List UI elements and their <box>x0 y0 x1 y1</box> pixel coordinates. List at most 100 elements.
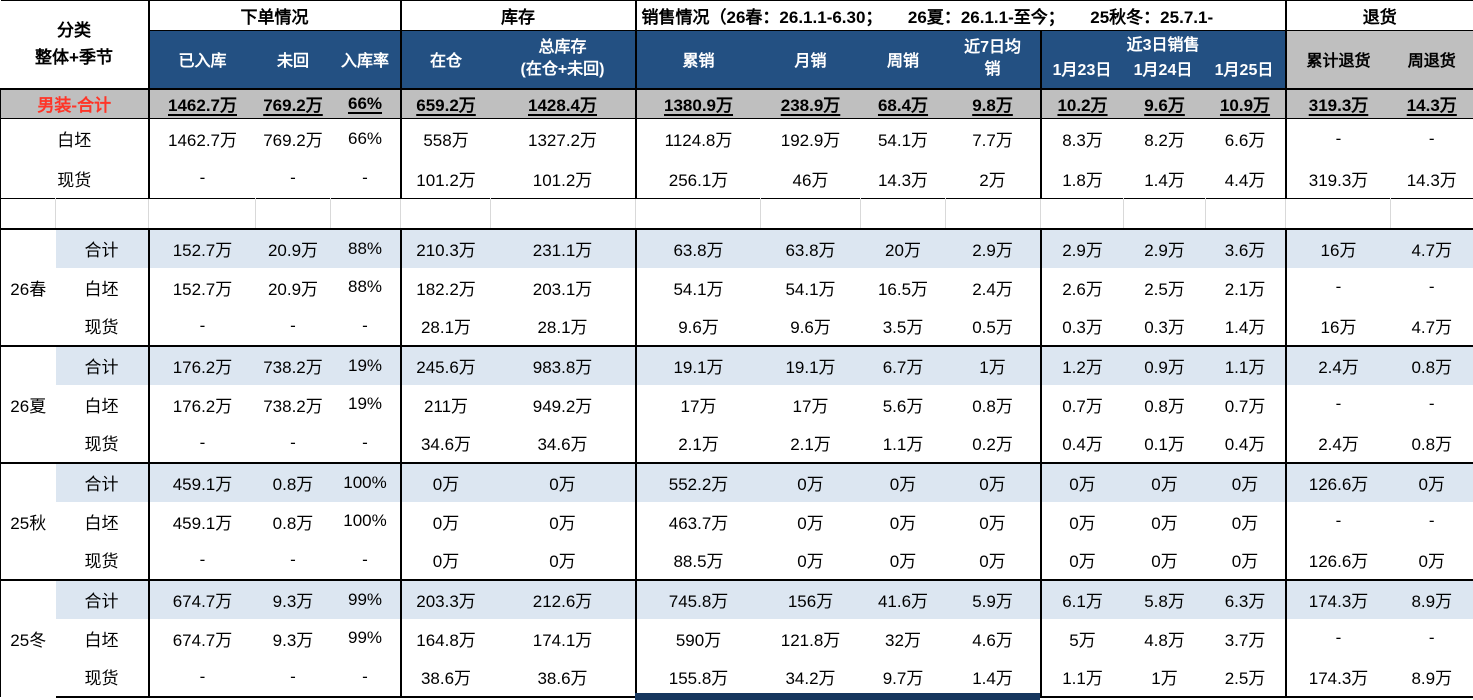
data-cell[interactable]: 19.1万 <box>634 344 761 385</box>
data-cell[interactable]: 34.2万 <box>760 657 861 698</box>
row-label-cell[interactable]: 白坯 <box>55 501 149 541</box>
separator-cell[interactable] <box>490 198 637 230</box>
data-cell[interactable]: 54.1万 <box>860 118 946 159</box>
data-cell[interactable]: 2.4万 <box>1284 344 1391 385</box>
separator-cell[interactable] <box>148 198 256 230</box>
data-cell[interactable]: 0万 <box>760 540 861 580</box>
data-cell[interactable]: - <box>1284 384 1391 424</box>
data-cell[interactable]: 28.1万 <box>399 306 491 346</box>
data-cell[interactable]: 459.1万 <box>147 501 256 541</box>
row-label-cell[interactable]: 现货 <box>55 306 149 346</box>
separator-cell[interactable] <box>1040 198 1125 230</box>
separator-cell[interactable] <box>55 198 149 230</box>
col-header-monthly-sales[interactable]: 月销 <box>760 30 861 90</box>
data-cell[interactable]: 5万 <box>1039 618 1124 658</box>
col-header-cumulative-sales[interactable]: 累销 <box>634 30 761 90</box>
separator-cell[interactable] <box>945 198 1042 230</box>
separator-cell[interactable] <box>635 198 762 230</box>
data-cell[interactable]: 4.6万 <box>945 618 1041 658</box>
data-cell[interactable]: 155.8万 <box>634 657 761 698</box>
category-header[interactable]: 分类 整体+季节 <box>0 0 150 89</box>
data-cell[interactable]: 0万 <box>860 540 946 580</box>
data-cell[interactable]: 1.1万 <box>860 423 946 463</box>
data-cell[interactable]: 9.8万 <box>945 87 1041 119</box>
table-row[interactable]: 25秋 合计 459.1万 0.8万 100% 0万 0万 552.2万 0万 0万 0万 0万 0万 0… <box>0 461 1473 580</box>
col-header-recent3-group[interactable]: 近3日销售 1月23日 1月24日 1月25日 <box>1039 30 1286 90</box>
data-cell[interactable]: 19% <box>330 344 401 385</box>
data-cell[interactable]: 101.2万 <box>399 158 491 199</box>
data-cell[interactable]: 245.6万 <box>399 344 491 385</box>
data-cell[interactable]: 0.4万 <box>1039 423 1124 463</box>
data-cell[interactable]: 63.8万 <box>634 227 761 268</box>
data-cell[interactable]: 0万 <box>490 501 636 541</box>
data-cell[interactable]: 176.2万 <box>147 384 256 424</box>
data-cell[interactable]: - <box>330 540 401 580</box>
data-cell[interactable]: 126.6万 <box>1284 461 1391 502</box>
data-cell[interactable]: 99% <box>330 618 401 658</box>
separator-cell[interactable] <box>0 198 56 230</box>
data-cell[interactable]: 46万 <box>760 158 861 199</box>
data-cell[interactable]: 66% <box>330 87 401 119</box>
data-cell[interactable]: 0万 <box>1205 540 1286 580</box>
data-cell[interactable]: 674.7万 <box>147 618 256 658</box>
data-cell[interactable]: 203.1万 <box>490 267 636 307</box>
separator-cell[interactable] <box>330 198 402 230</box>
data-cell[interactable]: 983.8万 <box>490 344 636 385</box>
table-row[interactable]: 现货 - - -0万 0万 88.5万 0万 0万 0万 0万 0万 0万 126.6万 0万 <box>1 540 1473 580</box>
col-header-total-stock[interactable]: 总库存 (在仓+未回) <box>490 30 636 90</box>
col-header-receive-rate[interactable]: 入库率 <box>330 30 401 90</box>
data-cell[interactable]: - <box>147 158 256 199</box>
table-row[interactable]: 白坯 674.7万 9.3万 99% 164.8万 174.1万 590万 121.8万 32万… <box>1 618 1473 658</box>
separator-cell[interactable] <box>400 198 492 230</box>
data-cell[interactable]: 121.8万 <box>760 618 861 658</box>
data-cell[interactable]: 164.8万 <box>399 618 491 658</box>
data-cell[interactable]: 152.7万 <box>147 267 256 307</box>
data-cell[interactable]: 0.4万 <box>1205 423 1286 463</box>
data-cell[interactable]: 14.3万 <box>1390 158 1473 199</box>
data-cell[interactable]: 2.6万 <box>1039 267 1124 307</box>
data-cell[interactable]: 2.1万 <box>1205 267 1286 307</box>
data-cell[interactable]: 5.9万 <box>945 578 1041 619</box>
data-cell[interactable]: - <box>330 158 401 199</box>
data-cell[interactable]: 17万 <box>760 384 861 424</box>
data-cell[interactable]: 8.9万 <box>1390 578 1473 619</box>
data-cell[interactable]: - <box>1284 267 1391 307</box>
data-cell[interactable]: - <box>255 306 331 346</box>
data-cell[interactable]: 100% <box>330 461 401 502</box>
data-cell[interactable]: 463.7万 <box>634 501 761 541</box>
table-row[interactable]: 现货 - - -101.2万 101.2万 256.1万 46万 14.3万 2万 1.8万 1.4… <box>0 158 1473 199</box>
data-cell[interactable]: 210.3万 <box>399 227 491 268</box>
data-cell[interactable]: 5.6万 <box>860 384 946 424</box>
table-row[interactable]: 白坯 176.2万 738.2万 19% 211万 949.2万 17万 17万 5.6万 0.8… <box>1 384 1473 424</box>
data-cell[interactable]: 0.7万 <box>1205 384 1286 424</box>
data-cell[interactable]: 0.8万 <box>945 384 1041 424</box>
data-cell[interactable]: 34.6万 <box>490 423 636 463</box>
table-row[interactable]: 现货 - - -38.6万 38.6万 155.8万 34.2万 9.7万 1.4万 1.1万 1万… <box>1 657 1473 698</box>
data-cell[interactable]: - <box>147 423 256 463</box>
data-cell[interactable]: 738.2万 <box>255 344 331 385</box>
separator-cell[interactable] <box>760 198 862 230</box>
data-cell[interactable]: 1462.7万 <box>147 118 256 159</box>
data-cell[interactable]: 2.9万 <box>1123 227 1206 268</box>
data-cell[interactable]: 6.6万 <box>1205 118 1286 159</box>
data-cell[interactable]: 3.5万 <box>860 306 946 346</box>
data-cell[interactable]: 19.1万 <box>760 344 861 385</box>
data-cell[interactable]: 2.4万 <box>1284 423 1391 463</box>
data-cell[interactable]: - <box>1284 618 1391 658</box>
data-cell[interactable]: 2万 <box>945 158 1041 199</box>
data-cell[interactable]: 0万 <box>945 501 1041 541</box>
separator-cell[interactable] <box>1123 198 1207 230</box>
data-cell[interactable]: 552.2万 <box>634 461 761 502</box>
data-cell[interactable]: 28.1万 <box>490 306 636 346</box>
data-cell[interactable]: 1万 <box>945 344 1041 385</box>
data-cell[interactable]: 99% <box>330 578 401 619</box>
data-cell[interactable]: 319.3万 <box>1284 87 1391 119</box>
data-cell[interactable]: 1.4万 <box>1123 158 1206 199</box>
data-cell[interactable]: 101.2万 <box>490 158 636 199</box>
data-cell[interactable]: 2.4万 <box>945 267 1041 307</box>
data-cell[interactable]: 41.6万 <box>860 578 946 619</box>
data-cell[interactable]: 659.2万 <box>399 87 491 119</box>
data-cell[interactable]: - <box>147 540 256 580</box>
data-cell[interactable]: 152.7万 <box>147 227 256 268</box>
data-cell[interactable]: 8.3万 <box>1039 118 1124 159</box>
